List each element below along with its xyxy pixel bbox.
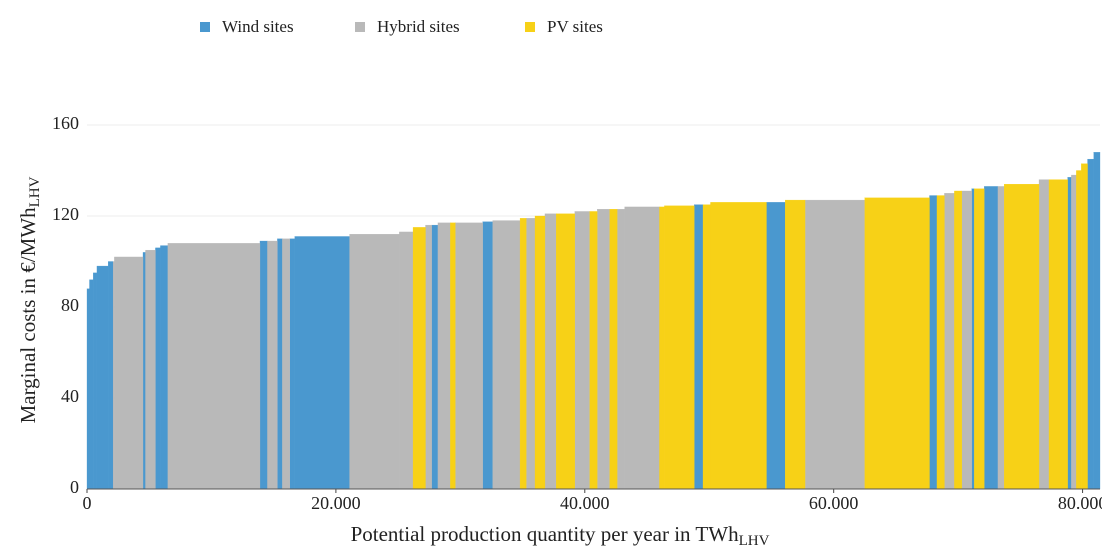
bar bbox=[155, 247, 161, 490]
x-axis-label-sub: LHV bbox=[739, 533, 770, 549]
x-tick-label: 60.000 bbox=[809, 493, 859, 513]
x-axis-label-main: Potential production quantity per year i… bbox=[351, 522, 740, 546]
x-tick-label: 80.000 bbox=[1058, 493, 1102, 513]
y-tick-label: 80 bbox=[61, 295, 79, 315]
legend: Wind sites Hybrid sites PV sites bbox=[200, 17, 603, 36]
bar bbox=[114, 256, 144, 490]
bar bbox=[93, 272, 98, 490]
x-tick-label: 0 bbox=[83, 493, 92, 513]
bar bbox=[616, 209, 625, 490]
bar bbox=[282, 238, 290, 490]
bar bbox=[944, 193, 955, 490]
bar bbox=[289, 238, 295, 490]
bar bbox=[929, 195, 938, 490]
bar bbox=[544, 213, 557, 490]
bar bbox=[112, 261, 115, 490]
bar bbox=[1071, 174, 1077, 490]
bar bbox=[659, 206, 665, 490]
bar bbox=[267, 240, 278, 490]
y-tick-label: 160 bbox=[52, 113, 79, 133]
bar bbox=[437, 222, 451, 490]
bar bbox=[482, 221, 493, 490]
bar bbox=[974, 188, 985, 490]
bar bbox=[1004, 183, 1040, 490]
bar bbox=[961, 190, 972, 490]
bar bbox=[1093, 152, 1101, 490]
bar bbox=[160, 245, 169, 490]
y-tick-label: 0 bbox=[70, 477, 79, 497]
bar bbox=[984, 186, 999, 490]
bar bbox=[1038, 179, 1050, 490]
axes: 0 40 80 120 160 0 20.000 40.000 60.000 80.000 bbox=[52, 113, 1102, 513]
bar bbox=[167, 243, 261, 490]
bar bbox=[710, 202, 767, 490]
bar bbox=[1048, 179, 1068, 490]
bar bbox=[702, 204, 711, 490]
legend-label: PV sites bbox=[547, 17, 603, 36]
bar bbox=[1067, 177, 1072, 490]
bar bbox=[694, 204, 704, 490]
bar bbox=[526, 218, 536, 490]
bar bbox=[997, 186, 1005, 490]
bar bbox=[108, 261, 114, 490]
bar bbox=[492, 220, 521, 490]
bar bbox=[664, 205, 695, 490]
bar bbox=[259, 240, 268, 490]
y-tick-label: 120 bbox=[52, 204, 79, 224]
x-tick-label: 40.000 bbox=[560, 493, 610, 513]
y-axis-label: Marginal costs in €/MWhLHV bbox=[16, 176, 44, 423]
legend-swatch bbox=[525, 22, 535, 32]
y-axis-label-sub: LHV bbox=[27, 176, 43, 207]
bar bbox=[936, 195, 945, 490]
bar bbox=[89, 279, 94, 490]
bar bbox=[145, 249, 156, 490]
bar bbox=[534, 215, 546, 490]
bar bbox=[1081, 163, 1088, 490]
legend-label: Hybrid sites bbox=[377, 17, 460, 36]
bar bbox=[784, 199, 806, 490]
bar bbox=[954, 190, 963, 490]
bar bbox=[597, 209, 610, 490]
bar bbox=[574, 211, 590, 490]
bar bbox=[425, 224, 432, 490]
bar bbox=[294, 236, 350, 490]
bar bbox=[624, 206, 660, 490]
y-tick-label: 40 bbox=[61, 386, 79, 406]
bar bbox=[589, 211, 598, 490]
bar bbox=[804, 199, 865, 490]
bar bbox=[431, 224, 439, 490]
bar bbox=[349, 234, 400, 490]
bar bbox=[864, 197, 930, 490]
x-axis-label: Potential production quantity per year i… bbox=[351, 522, 770, 550]
bar bbox=[971, 188, 975, 490]
bar bbox=[1087, 158, 1094, 490]
bar bbox=[142, 252, 146, 490]
bar bbox=[86, 288, 90, 490]
x-tick-label: 20.000 bbox=[311, 493, 361, 513]
y-axis-label-main: Marginal costs in €/MWh bbox=[16, 207, 40, 424]
bar bbox=[96, 265, 109, 490]
bar bbox=[556, 213, 575, 490]
bar bbox=[450, 222, 456, 490]
bars bbox=[86, 152, 1101, 490]
legend-label: Wind sites bbox=[222, 17, 294, 36]
legend-swatch bbox=[355, 22, 365, 32]
bar bbox=[412, 227, 426, 490]
legend-swatch bbox=[200, 22, 210, 32]
bar bbox=[609, 209, 618, 490]
bar bbox=[399, 231, 414, 490]
bar bbox=[1076, 170, 1082, 490]
bar bbox=[519, 218, 527, 490]
bar bbox=[455, 222, 483, 490]
bar bbox=[766, 202, 786, 490]
bar bbox=[277, 238, 283, 490]
